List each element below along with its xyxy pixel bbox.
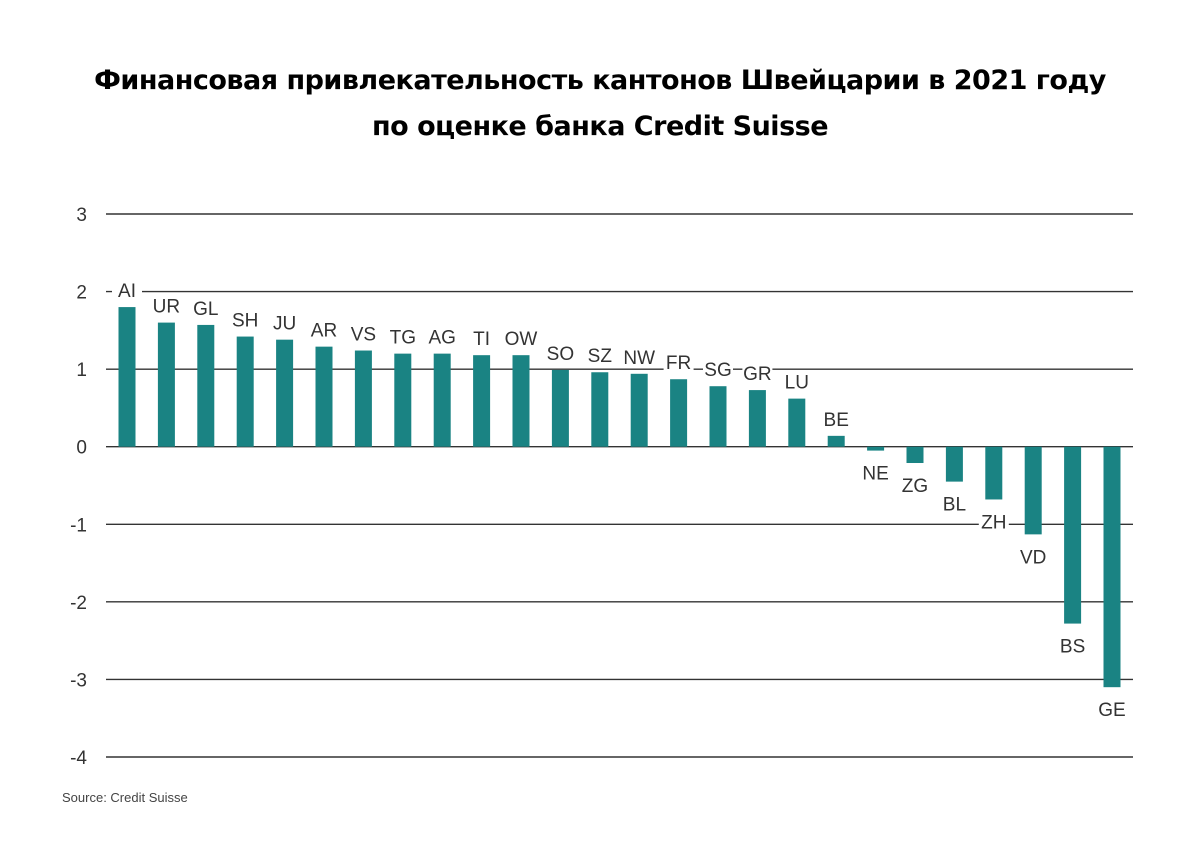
bar-label: OW bbox=[505, 329, 538, 350]
bar-label-background bbox=[900, 474, 930, 497]
bar bbox=[197, 324, 215, 447]
bar-label-background bbox=[663, 351, 694, 374]
bar bbox=[1024, 446, 1042, 535]
bar-label-background bbox=[387, 325, 418, 348]
bar bbox=[827, 435, 845, 447]
bar-label-background bbox=[151, 294, 182, 317]
bar-label: BE bbox=[824, 410, 849, 431]
bar bbox=[433, 353, 451, 447]
bar bbox=[985, 446, 1003, 500]
bar bbox=[867, 446, 885, 451]
bar bbox=[551, 369, 569, 447]
bar-label: ZG bbox=[902, 476, 928, 497]
bar-label: VS bbox=[351, 325, 376, 346]
y-tick-label: 0 bbox=[76, 438, 87, 459]
bar-label: SH bbox=[232, 311, 258, 332]
chart-title: Финансовая привлекательность кантонов Шв… bbox=[0, 58, 1200, 150]
bar-label-background bbox=[703, 358, 733, 381]
bar-label-background bbox=[821, 407, 852, 430]
bar-label-background bbox=[309, 318, 339, 341]
bar bbox=[748, 390, 766, 447]
bar-label-background bbox=[190, 296, 221, 319]
source-note: Source: Credit Suisse bbox=[62, 790, 188, 805]
bar-label-background bbox=[781, 370, 812, 393]
bar bbox=[670, 379, 688, 447]
bar bbox=[157, 322, 175, 447]
bar-label-background bbox=[860, 461, 891, 484]
bar-label: BL bbox=[943, 495, 966, 516]
bar-label-background bbox=[506, 327, 536, 350]
y-tick-label: -4 bbox=[70, 748, 87, 769]
bar-label: SO bbox=[547, 344, 574, 365]
bar-label-background bbox=[348, 322, 379, 345]
bar bbox=[512, 355, 530, 447]
bar bbox=[394, 353, 412, 447]
bar-label: NW bbox=[623, 348, 655, 369]
bar-label: VD bbox=[1020, 547, 1046, 568]
bar-label-background bbox=[1097, 698, 1127, 721]
bar-label: TG bbox=[390, 328, 416, 349]
y-tick-label: -3 bbox=[70, 670, 87, 691]
bar bbox=[1064, 446, 1082, 624]
bar bbox=[788, 398, 806, 447]
bar-label-background bbox=[978, 510, 1009, 533]
chart-title-line-1: Финансовая привлекательность кантонов Шв… bbox=[94, 65, 1106, 96]
bar-label: AI bbox=[118, 281, 136, 302]
bar bbox=[276, 339, 294, 447]
chart-title-line-2: по оценке банка Credit Suisse bbox=[371, 111, 829, 142]
y-tick-label: -2 bbox=[70, 593, 87, 614]
bar bbox=[315, 346, 333, 447]
bar-label: SZ bbox=[588, 346, 613, 367]
bar bbox=[473, 355, 491, 447]
bar bbox=[630, 373, 648, 447]
bar bbox=[591, 372, 609, 447]
bar bbox=[236, 336, 254, 447]
bar-label: FR bbox=[666, 353, 691, 374]
bar-label: GL bbox=[193, 299, 218, 320]
bar-label: LU bbox=[785, 373, 809, 394]
bar bbox=[1103, 446, 1121, 688]
bar-label-background bbox=[939, 492, 970, 515]
y-tick-label: 1 bbox=[76, 360, 87, 381]
bar bbox=[354, 350, 372, 447]
bar-label: UR bbox=[153, 297, 180, 318]
bar bbox=[709, 386, 727, 447]
bar-label-background bbox=[1018, 545, 1049, 568]
y-tick-label: 2 bbox=[76, 283, 87, 304]
bar-label-background bbox=[584, 344, 615, 367]
bar-label-background bbox=[269, 311, 300, 334]
bar-label-background bbox=[545, 341, 576, 364]
bar bbox=[906, 446, 924, 464]
bar-label: NE bbox=[862, 464, 888, 485]
bar-label-background bbox=[427, 325, 458, 348]
bar-label-background bbox=[742, 362, 773, 385]
bar-label: GR bbox=[743, 364, 772, 385]
bar bbox=[118, 307, 136, 447]
bar-label: GE bbox=[1098, 700, 1125, 721]
bar-label: SG bbox=[704, 360, 731, 381]
bar-label-background bbox=[466, 327, 497, 350]
bar-label: AR bbox=[311, 321, 337, 342]
y-tick-label: 3 bbox=[76, 205, 87, 226]
bar-label: JU bbox=[273, 314, 296, 335]
bar-label: TI bbox=[473, 329, 490, 350]
bar-label: ZH bbox=[981, 512, 1006, 533]
bar-label-background bbox=[624, 345, 655, 368]
bar-label-background bbox=[230, 308, 261, 331]
y-tick-label: -1 bbox=[70, 515, 87, 536]
bar-label-background bbox=[1057, 634, 1088, 657]
bar-label-background bbox=[112, 279, 142, 302]
bar-label: BS bbox=[1060, 637, 1085, 658]
bar bbox=[945, 446, 963, 482]
bar-label: AG bbox=[428, 328, 455, 349]
